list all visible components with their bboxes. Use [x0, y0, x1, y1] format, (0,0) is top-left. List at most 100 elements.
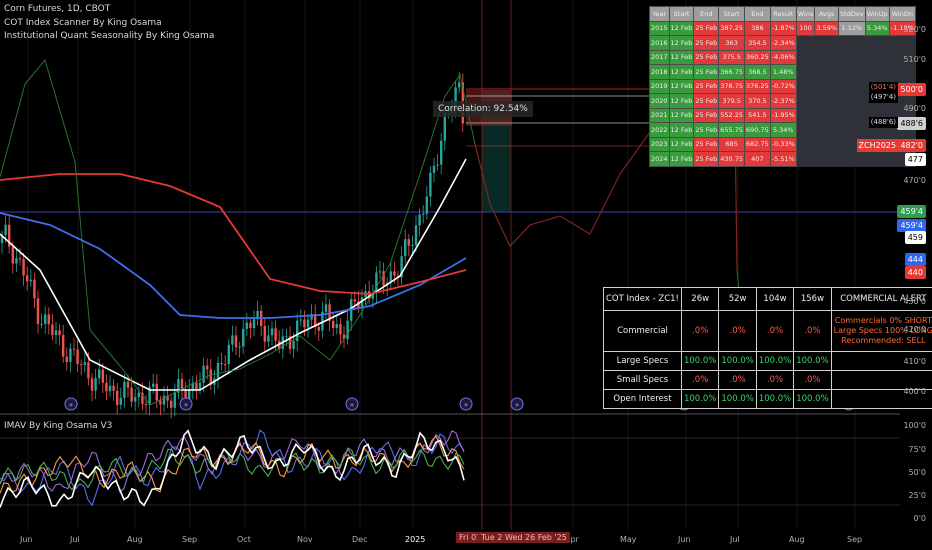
- seasonality-stat-cell: [888, 49, 916, 65]
- cot-alert-cell: [830, 389, 932, 409]
- cot-value-cell: .0%: [755, 310, 795, 352]
- seasonality-cell: 12 Feb: [668, 107, 695, 123]
- time-tick-label: Jul: [70, 535, 80, 544]
- candle-body: [206, 365, 209, 370]
- price-tick-label: 510'0: [903, 55, 926, 64]
- seasonality-cell: 2017: [649, 49, 670, 65]
- candle-body: [116, 390, 119, 405]
- seasonality-cell: 12 Feb: [668, 93, 695, 109]
- candle-body: [339, 324, 342, 335]
- time-tick-label: Apr: [565, 535, 579, 544]
- seasonality-cell: -4.06%: [769, 49, 797, 65]
- seasonality-header-cell: End: [744, 6, 771, 22]
- osc-series-white: [0, 429, 465, 508]
- time-tick-label: Oct: [237, 535, 251, 544]
- price-tick-label: 490'0: [903, 104, 926, 113]
- cot-header-cell: COMMERCIAL ALERT: [830, 287, 932, 311]
- seasonality-stat-cell: [888, 35, 916, 51]
- seasonality-cell: 366.75: [718, 64, 746, 80]
- candle-body: [306, 319, 310, 328]
- osc-tick-label: 75'0: [908, 445, 926, 454]
- event-marker-icon[interactable]: »: [345, 397, 359, 411]
- seasonality-cell: 430.75: [718, 151, 746, 167]
- seasonality-stat-cell: [864, 151, 890, 167]
- candle-body: [123, 381, 126, 399]
- svg-text:»: »: [464, 401, 468, 409]
- seasonality-cell: 12 Feb: [668, 35, 695, 51]
- candle-body: [249, 322, 252, 329]
- seasonality-cell: 12 Feb: [668, 122, 695, 138]
- cot-value-cell: .0%: [718, 370, 757, 390]
- seasonality-cell: 375.5: [718, 49, 746, 65]
- seasonality-cell: 25 Feb: [693, 35, 720, 51]
- seasonality-cell: 25 Feb: [693, 93, 720, 109]
- price-label-red: 500'0: [897, 83, 926, 96]
- seasonality-cell: 2023: [649, 136, 670, 152]
- candle-body: [242, 328, 245, 347]
- seasonality-cell: 360.25: [744, 49, 771, 65]
- cot-index-table: COT Index - ZC1! 26w 52w 104w 156w COMMERCIAL…: [603, 287, 932, 409]
- seasonality-stat-cell: [814, 151, 840, 167]
- seasonality-stat-cell: 5.34%: [864, 20, 890, 36]
- cot-row-label: Commercial: [603, 310, 682, 352]
- cot-header-cell: COT Index - ZC1!: [603, 287, 682, 311]
- seasonality-stat-cell: [838, 35, 866, 51]
- candle-body: [429, 172, 432, 197]
- seasonality-cell: 2018: [649, 64, 670, 80]
- price-label-blue: 444: [904, 253, 926, 266]
- osc-tick-label: 50'0: [908, 468, 926, 477]
- seasonality-stat-cell: [795, 136, 816, 152]
- candle-body: [216, 363, 220, 379]
- seasonality-cell: 552.25: [718, 107, 746, 123]
- candle-body: [137, 392, 140, 398]
- event-marker-icon[interactable]: »: [510, 397, 524, 411]
- seasonality-stat-cell: [838, 107, 866, 123]
- candle-body: [332, 320, 335, 328]
- candle-body: [360, 297, 364, 309]
- candle-body: [274, 328, 277, 341]
- candle-body: [90, 378, 94, 391]
- candle-body: [317, 326, 320, 331]
- price-label-red: 482'0: [897, 139, 926, 152]
- event-marker-icon[interactable]: »: [64, 397, 78, 411]
- candle-body: [51, 324, 54, 336]
- candle-body: [231, 335, 234, 345]
- event-marker-icon[interactable]: »: [459, 397, 473, 411]
- seasonality-stat-cell: [795, 64, 816, 80]
- candle-body: [411, 245, 414, 247]
- seasonality-cell: -1.95%: [769, 107, 797, 123]
- seasonality-row: 2016 12 Feb 25 Feb 363 354.5 -2.34%: [649, 35, 916, 51]
- event-marker-icon[interactable]: »: [179, 397, 193, 411]
- candle-body: [72, 348, 76, 350]
- time-tick-label: Aug: [127, 535, 143, 544]
- seasonality-header-cell: Start: [718, 6, 746, 22]
- seasonality-stat-cell: [838, 122, 866, 138]
- candle-body: [87, 362, 90, 379]
- svg-text:»: »: [69, 401, 73, 409]
- seasonality-header-cell: Year: [649, 6, 670, 22]
- candle-body: [152, 383, 155, 387]
- candle-body: [159, 400, 162, 405]
- candle-body: [292, 341, 295, 349]
- candle-body: [54, 330, 58, 336]
- seasonality-stat-cell: [814, 136, 840, 152]
- seasonality-row: 2017 12 Feb 25 Feb 375.5 360.25 -4.06%: [649, 49, 916, 65]
- seasonality-cell: 376.25: [744, 78, 771, 94]
- osc-tick-label: 25'0: [908, 491, 926, 500]
- seasonality-cell: 541.5: [744, 107, 771, 123]
- seasonality-cell: 379.5: [718, 93, 746, 109]
- candle-body: [400, 256, 403, 278]
- seasonality-cell: 690.75: [744, 122, 771, 138]
- candle-body: [342, 334, 346, 340]
- candle-body: [227, 344, 230, 365]
- seasonality-stat-cell: 100: [795, 20, 816, 36]
- candle-body: [324, 304, 328, 312]
- candle-body: [36, 298, 40, 324]
- cot-value-cell: 100.0%: [793, 389, 832, 409]
- candle-body: [98, 369, 101, 379]
- candle-body: [40, 323, 43, 325]
- seasonality-cell: 2022: [649, 122, 670, 138]
- price-tick-label: 410'0: [903, 357, 926, 366]
- seasonality-cell: -2.37%: [769, 93, 797, 109]
- cot-value-cell: .0%: [680, 310, 720, 352]
